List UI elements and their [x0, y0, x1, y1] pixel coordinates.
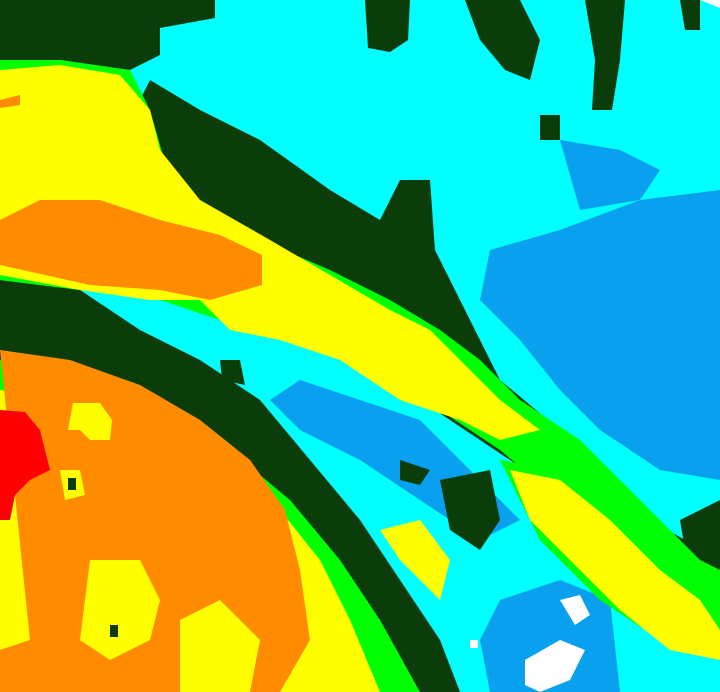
- red-regions: [0, 410, 50, 520]
- orange-regions: [0, 95, 310, 692]
- yellow-patches-in-orange: [60, 403, 260, 692]
- white-corner: [700, 0, 720, 8]
- small-features: [68, 478, 118, 637]
- white-spots: [470, 595, 590, 692]
